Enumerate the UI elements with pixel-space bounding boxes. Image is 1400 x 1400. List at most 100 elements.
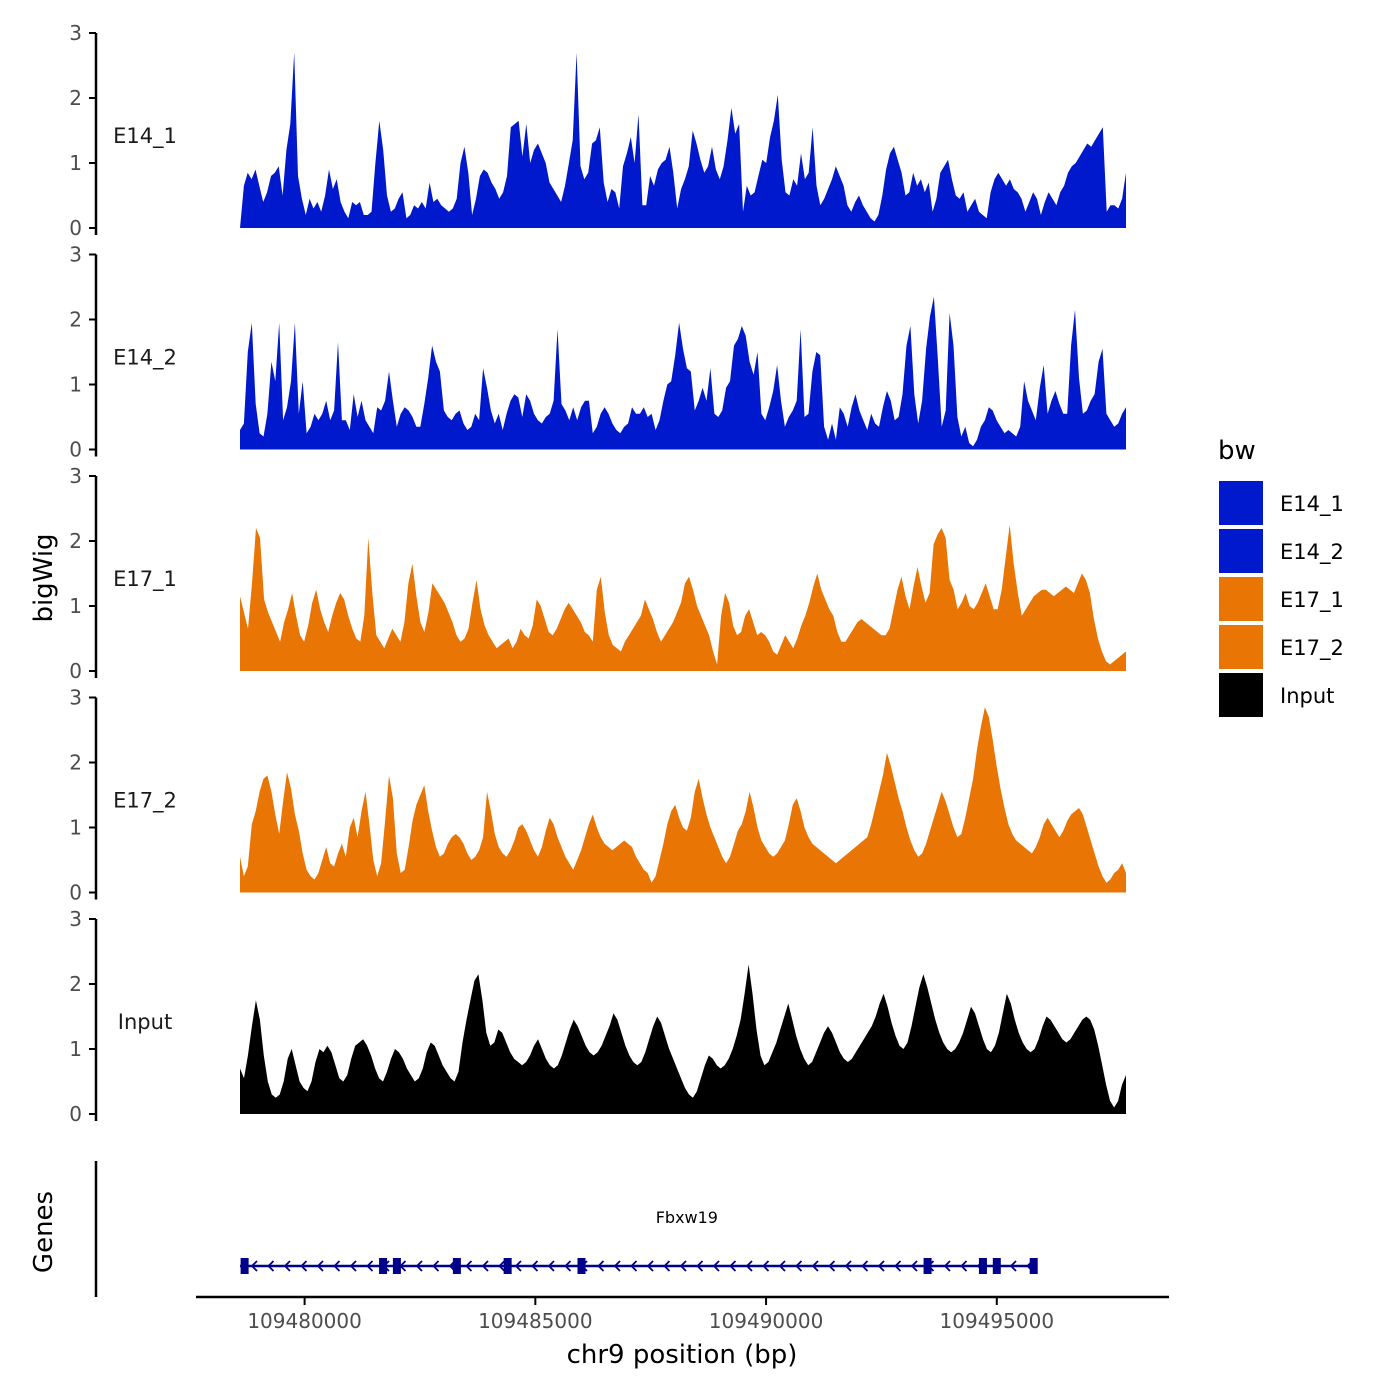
y-tick-label: 1 [69, 151, 82, 175]
strand-arrow [432, 1260, 440, 1272]
strand-arrow [415, 1260, 423, 1272]
y-tick-label: 3 [69, 21, 82, 45]
exon [503, 1258, 512, 1274]
track-e14-2: 0 1 2 3 E14_2 [69, 243, 1126, 462]
y-tick-label: 0 [69, 438, 82, 462]
y-tick-label: 1 [69, 816, 82, 840]
strand-arrow [943, 1260, 951, 1272]
bigwig-tracks: 0 1 2 3 E14_1 0 1 2 3 E14_2 0 1 2 3 E17_1 0 1 2 3 E17_2 0 1 2 3… [69, 21, 1126, 1126]
strand-arrow [795, 1260, 803, 1272]
track-label-e17-2: E17_2 [113, 789, 177, 814]
strand-arrow [844, 1260, 852, 1272]
y-tick-label: 2 [69, 308, 82, 332]
strand-arrow [861, 1260, 869, 1272]
strand-arrow [349, 1260, 357, 1272]
x-axis: 109480000 109485000 109490000 109495000 [196, 1295, 1169, 1333]
track-e14-1: 0 1 2 3 E14_1 [69, 21, 1126, 240]
legend-label-input: Input [1280, 684, 1334, 708]
strand-arrow [745, 1260, 753, 1272]
strand-arrow [316, 1260, 324, 1272]
track-label-e14-2: E14_2 [113, 346, 177, 371]
x-tick-label: 109495000 [940, 1309, 1055, 1333]
legend-label-e17-2: E17_2 [1280, 636, 1344, 661]
legend-label-e14-1: E14_1 [1280, 492, 1344, 517]
y-tick-label: 3 [69, 464, 82, 488]
legend-swatch-e17-1 [1219, 577, 1263, 621]
y-tick-label: 2 [69, 529, 82, 553]
legend-label-e14-2: E14_2 [1280, 540, 1344, 565]
strand-arrow [498, 1260, 506, 1272]
gene-label: Fbxw19 [656, 1208, 718, 1227]
y-tick-label: 2 [69, 751, 82, 775]
strand-arrow [613, 1260, 621, 1272]
strand-arrow [564, 1260, 572, 1272]
strand-arrow [960, 1260, 968, 1272]
strand-arrow [646, 1260, 654, 1272]
y-tick-label: 3 [69, 686, 82, 710]
area-e17-1 [240, 524, 1126, 671]
exon [379, 1258, 388, 1274]
legend-swatch-e14-2 [1219, 529, 1263, 573]
legend-swatch-input [1219, 673, 1263, 717]
strand-arrow [300, 1260, 308, 1272]
x-tick-label: 109480000 [247, 1309, 362, 1333]
y-tick-label: 1 [69, 373, 82, 397]
genes-axis-title: Genes [29, 1191, 59, 1273]
y-tick-label: 0 [69, 216, 82, 240]
strand-arrow [1009, 1260, 1017, 1272]
strand-arrow [267, 1260, 275, 1272]
strand-arrow [877, 1260, 885, 1272]
strand-arrow [663, 1260, 671, 1272]
strand-arrow [333, 1260, 341, 1272]
strand-arrow [696, 1260, 704, 1272]
strand-arrow [465, 1260, 473, 1272]
legend-swatch-e14-1 [1219, 481, 1263, 525]
strand-arrow [712, 1260, 720, 1272]
exon [452, 1258, 461, 1274]
exon [577, 1258, 586, 1274]
strand-arrow [762, 1260, 770, 1272]
y-axis-title: bigWig [29, 533, 59, 622]
area-input [240, 964, 1126, 1114]
gene-fbxw19: Fbxw19 [240, 1208, 1038, 1274]
strand-arrow [481, 1260, 489, 1272]
area-e14-2 [240, 296, 1126, 450]
exon [392, 1258, 401, 1274]
strand-arrow [811, 1260, 819, 1272]
y-tick-label: 0 [69, 659, 82, 683]
x-axis-title: chr9 position (bp) [567, 1340, 798, 1370]
area-e17-2 [240, 707, 1126, 893]
y-tick-label: 2 [69, 86, 82, 110]
strand-arrow [250, 1260, 258, 1272]
legend-swatch-e17-2 [1219, 625, 1263, 669]
strand-arrow [514, 1260, 522, 1272]
strand-arrow [894, 1260, 902, 1272]
y-tick-label: 0 [69, 1102, 82, 1126]
exon [240, 1258, 249, 1274]
legend: bw E14_1 E14_2 E17_1 E17_2 Input [1218, 436, 1344, 717]
strand-arrow [547, 1260, 555, 1272]
strand-arrow [828, 1260, 836, 1272]
x-tick-label: 109490000 [709, 1309, 824, 1333]
track-e17-1: 0 1 2 3 E17_1 [69, 464, 1126, 683]
strand-arrow [283, 1260, 291, 1272]
track-label-input: Input [118, 1010, 172, 1034]
y-tick-label: 1 [69, 594, 82, 618]
track-input: 0 1 2 3 Input [69, 907, 1126, 1126]
y-tick-label: 1 [69, 1037, 82, 1061]
track-label-e17-1: E17_1 [113, 567, 177, 592]
exon [923, 1258, 932, 1274]
strand-arrow [910, 1260, 918, 1272]
strand-arrow [778, 1260, 786, 1272]
y-tick-label: 2 [69, 972, 82, 996]
gene-track: Fbxw19 [94, 1161, 1038, 1297]
y-tick-label: 3 [69, 243, 82, 267]
strand-arrow [597, 1260, 605, 1272]
strand-arrow [630, 1260, 638, 1272]
legend-title: bw [1218, 436, 1256, 466]
track-e17-2: 0 1 2 3 E17_2 [69, 686, 1126, 905]
exon [1029, 1258, 1038, 1274]
track-label-e14-1: E14_1 [113, 124, 177, 149]
area-e14-1 [240, 52, 1126, 228]
